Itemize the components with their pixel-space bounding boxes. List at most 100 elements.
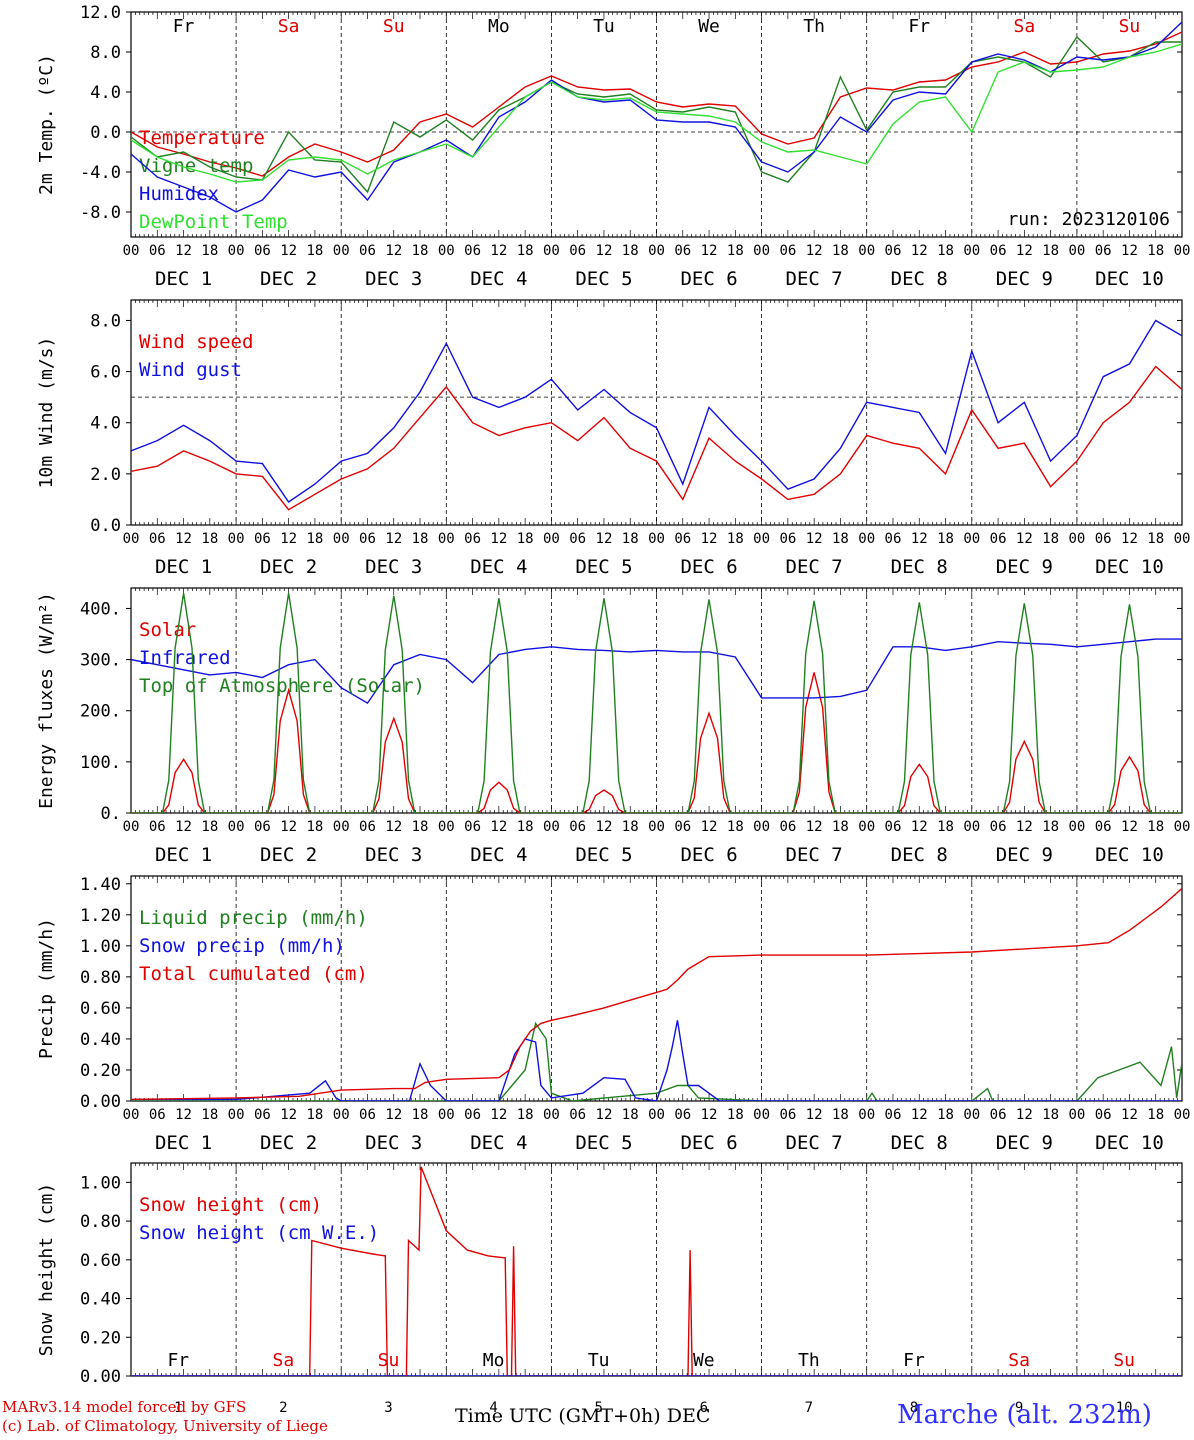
x-hour-label: 06 [254,1107,271,1123]
x-hour-label: 00 [963,531,980,547]
series-line-snow-height-cm- [131,1166,1182,1376]
x-hour-label: 12 [490,531,507,547]
x-hour-label: 00 [648,243,665,259]
x-hour-label: 00 [1068,243,1085,259]
x-hour-label: 06 [359,819,376,835]
x-hour-label: 00 [438,1107,455,1123]
day-abbr-label: Sa [273,1350,295,1371]
x-hour-label: 12 [701,1107,718,1123]
y-tick-label: 1.20 [80,906,121,926]
x-date-label: DEC 8 [891,268,948,290]
y-tick-label: 0.80 [80,968,121,988]
x-hour-label: 18 [727,243,744,259]
x-hour-label: 12 [175,819,192,835]
x-date-label: DEC 6 [680,556,737,578]
x-hour-label: 12 [385,243,402,259]
x-hour-label: 18 [727,819,744,835]
x-hour-label: 18 [201,243,218,259]
day-abbr-label: Su [383,16,405,37]
day-abbr-label: Tu [588,1350,610,1371]
x-hour-label: 00 [543,1107,560,1123]
x-hour-label: 06 [779,819,796,835]
series-line-top-of-atmosphere-solar- [131,592,1182,813]
day-abbr-label: We [693,1350,715,1371]
y-tick-label: 0.60 [80,1251,121,1271]
x-hour-label: 12 [490,243,507,259]
series-line-wind-speed [131,365,1182,511]
x-hour-label: 06 [885,819,902,835]
day-abbr-label: Sa [278,16,300,37]
x-hour-label: 12 [280,531,297,547]
x-date-label: DEC 2 [260,844,317,866]
x-hour-label: 00 [858,819,875,835]
legend-entry: Infrared [139,647,231,669]
series-line-infrared [131,638,1182,705]
station-title: Marche (alt. 232m) [897,1400,1152,1430]
series-line-snow-precip-mm-h- [131,1020,1182,1101]
x-hour-label: 06 [149,243,166,259]
x-hour-label: 18 [306,819,323,835]
y-tick-label: 2.0 [90,465,121,485]
x-hour-label: 12 [1016,1107,1033,1123]
panel-1: 12.0 8.0 4.0 0.0 -4.0 -8.0 2m Temp. (ºC) 00 06 12… [36,3,1190,290]
x-hour-label: 06 [464,1107,481,1123]
x-hour-label: 00 [858,1107,875,1123]
x-hour-label: 18 [1042,531,1059,547]
x-hour-label: 18 [1042,243,1059,259]
run-label: run: 2023120106 [1007,209,1170,230]
y-tick-label: 4.0 [90,414,121,434]
y-tick-label: 1.00 [80,1173,121,1193]
x-hour-label: 00 [648,1107,665,1123]
x-hour-label: 00 [438,531,455,547]
x-hour-label: 12 [701,819,718,835]
x-hour-label: 18 [306,243,323,259]
x-hour-label: 18 [1147,531,1164,547]
x-hour-label: 00 [543,819,560,835]
x-day-number: 5 [594,1400,602,1416]
x-hour-label: 18 [517,1107,534,1123]
x-hour-label: 00 [963,819,980,835]
x-hour-label: 12 [490,1107,507,1123]
x-hour-label: 18 [201,819,218,835]
x-hour-label: 06 [779,531,796,547]
x-date-label: DEC 3 [365,556,422,578]
x-hour-label: 00 [228,531,245,547]
x-date-label: DEC 3 [365,1132,422,1154]
x-hour-label: 12 [911,243,928,259]
x-date-label: DEC 7 [786,268,843,290]
x-hour-label: 00 [1174,243,1191,259]
y-tick-label: 8.0 [90,311,121,331]
x-hour-label: 18 [306,531,323,547]
x-date-label: DEC 1 [155,556,212,578]
y-tick-label: 1.40 [80,875,121,895]
x-hour-label: 18 [1042,1107,1059,1123]
x-hour-label: 12 [806,1107,823,1123]
panel-4: 1.40 1.20 1.00 0.80 0.60 0.40 0.20 0.00 Precip (… [36,875,1190,1154]
x-hour-label: 18 [1147,243,1164,259]
x-hour-label: 00 [1174,819,1191,835]
x-hour-label: 06 [254,819,271,835]
y-tick-label: -4.0 [80,163,121,183]
x-hour-label: 06 [990,243,1007,259]
legend-entry: Temperature [139,127,265,149]
y-tick-label: 400. [80,599,121,619]
day-abbr-label: Su [1119,16,1141,37]
x-hour-label: 06 [990,819,1007,835]
x-date-label: DEC 8 [891,1132,948,1154]
x-date-label: DEC 10 [1095,556,1164,578]
x-date-label: DEC 4 [470,1132,527,1154]
model-credit: MARv3.14 model forced by GFS [2,1398,247,1416]
x-hour-label: 00 [543,243,560,259]
day-abbr-label: Mo [483,1350,505,1371]
x-hour-label: 18 [517,243,534,259]
x-date-label: DEC 10 [1095,844,1164,866]
legend-entry: DewPoint Temp [139,211,288,233]
x-hour-label: 00 [123,1107,140,1123]
x-hour-label: 12 [385,1107,402,1123]
x-hour-label: 00 [1068,531,1085,547]
legend-entry: Wind gust [139,359,242,381]
day-abbr-label: Tu [593,16,615,37]
x-hour-label: 06 [674,243,691,259]
x-hour-label: 18 [832,1107,849,1123]
x-hour-label: 00 [228,243,245,259]
